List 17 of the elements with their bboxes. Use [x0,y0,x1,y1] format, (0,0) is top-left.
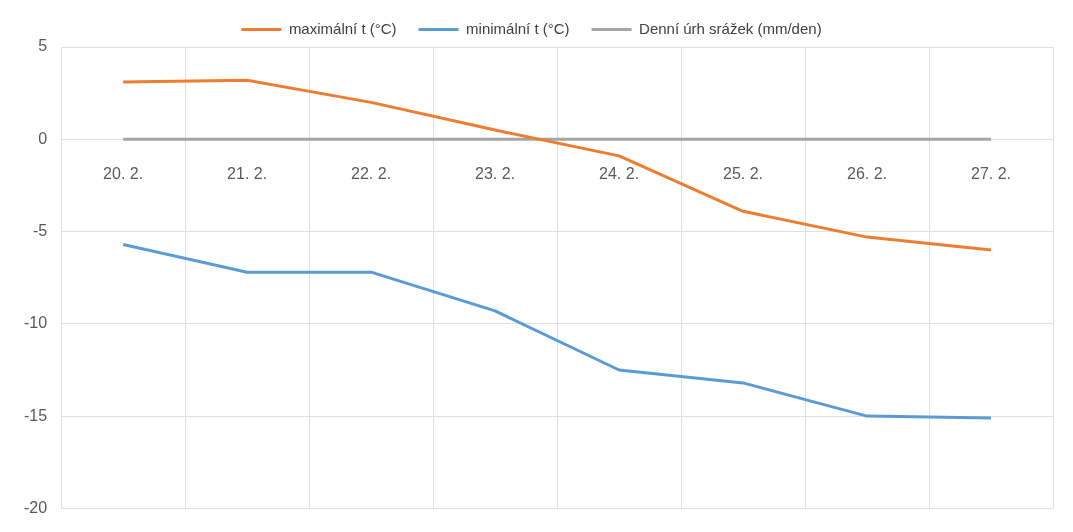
x-tick-label: 22. 2. [351,165,392,183]
y-tick-label: -5 [32,221,48,239]
y-tick-label: 5 [38,37,48,55]
legend-label: Denní úrh srážek (mm/den) [639,19,822,37]
x-tick-label: 20. 2. [103,165,144,183]
legend-label: maximální t (°C) [288,19,397,37]
x-tick-label: 23. 2. [475,165,516,183]
legend-label: minimální t (°C) [466,19,570,37]
x-tick-label: 26. 2. [847,165,888,183]
x-tick-label: 24. 2. [599,165,640,183]
y-tick-label: 0 [38,129,48,147]
y-tick-label: -20 [24,498,48,516]
x-tick-label: 27. 2. [970,165,1012,183]
x-tick-label: 21. 2. [227,165,268,183]
y-tick-label: -15 [24,406,48,424]
x-tick-label: 25. 2. [723,165,764,183]
y-tick-label: -10 [24,314,48,332]
